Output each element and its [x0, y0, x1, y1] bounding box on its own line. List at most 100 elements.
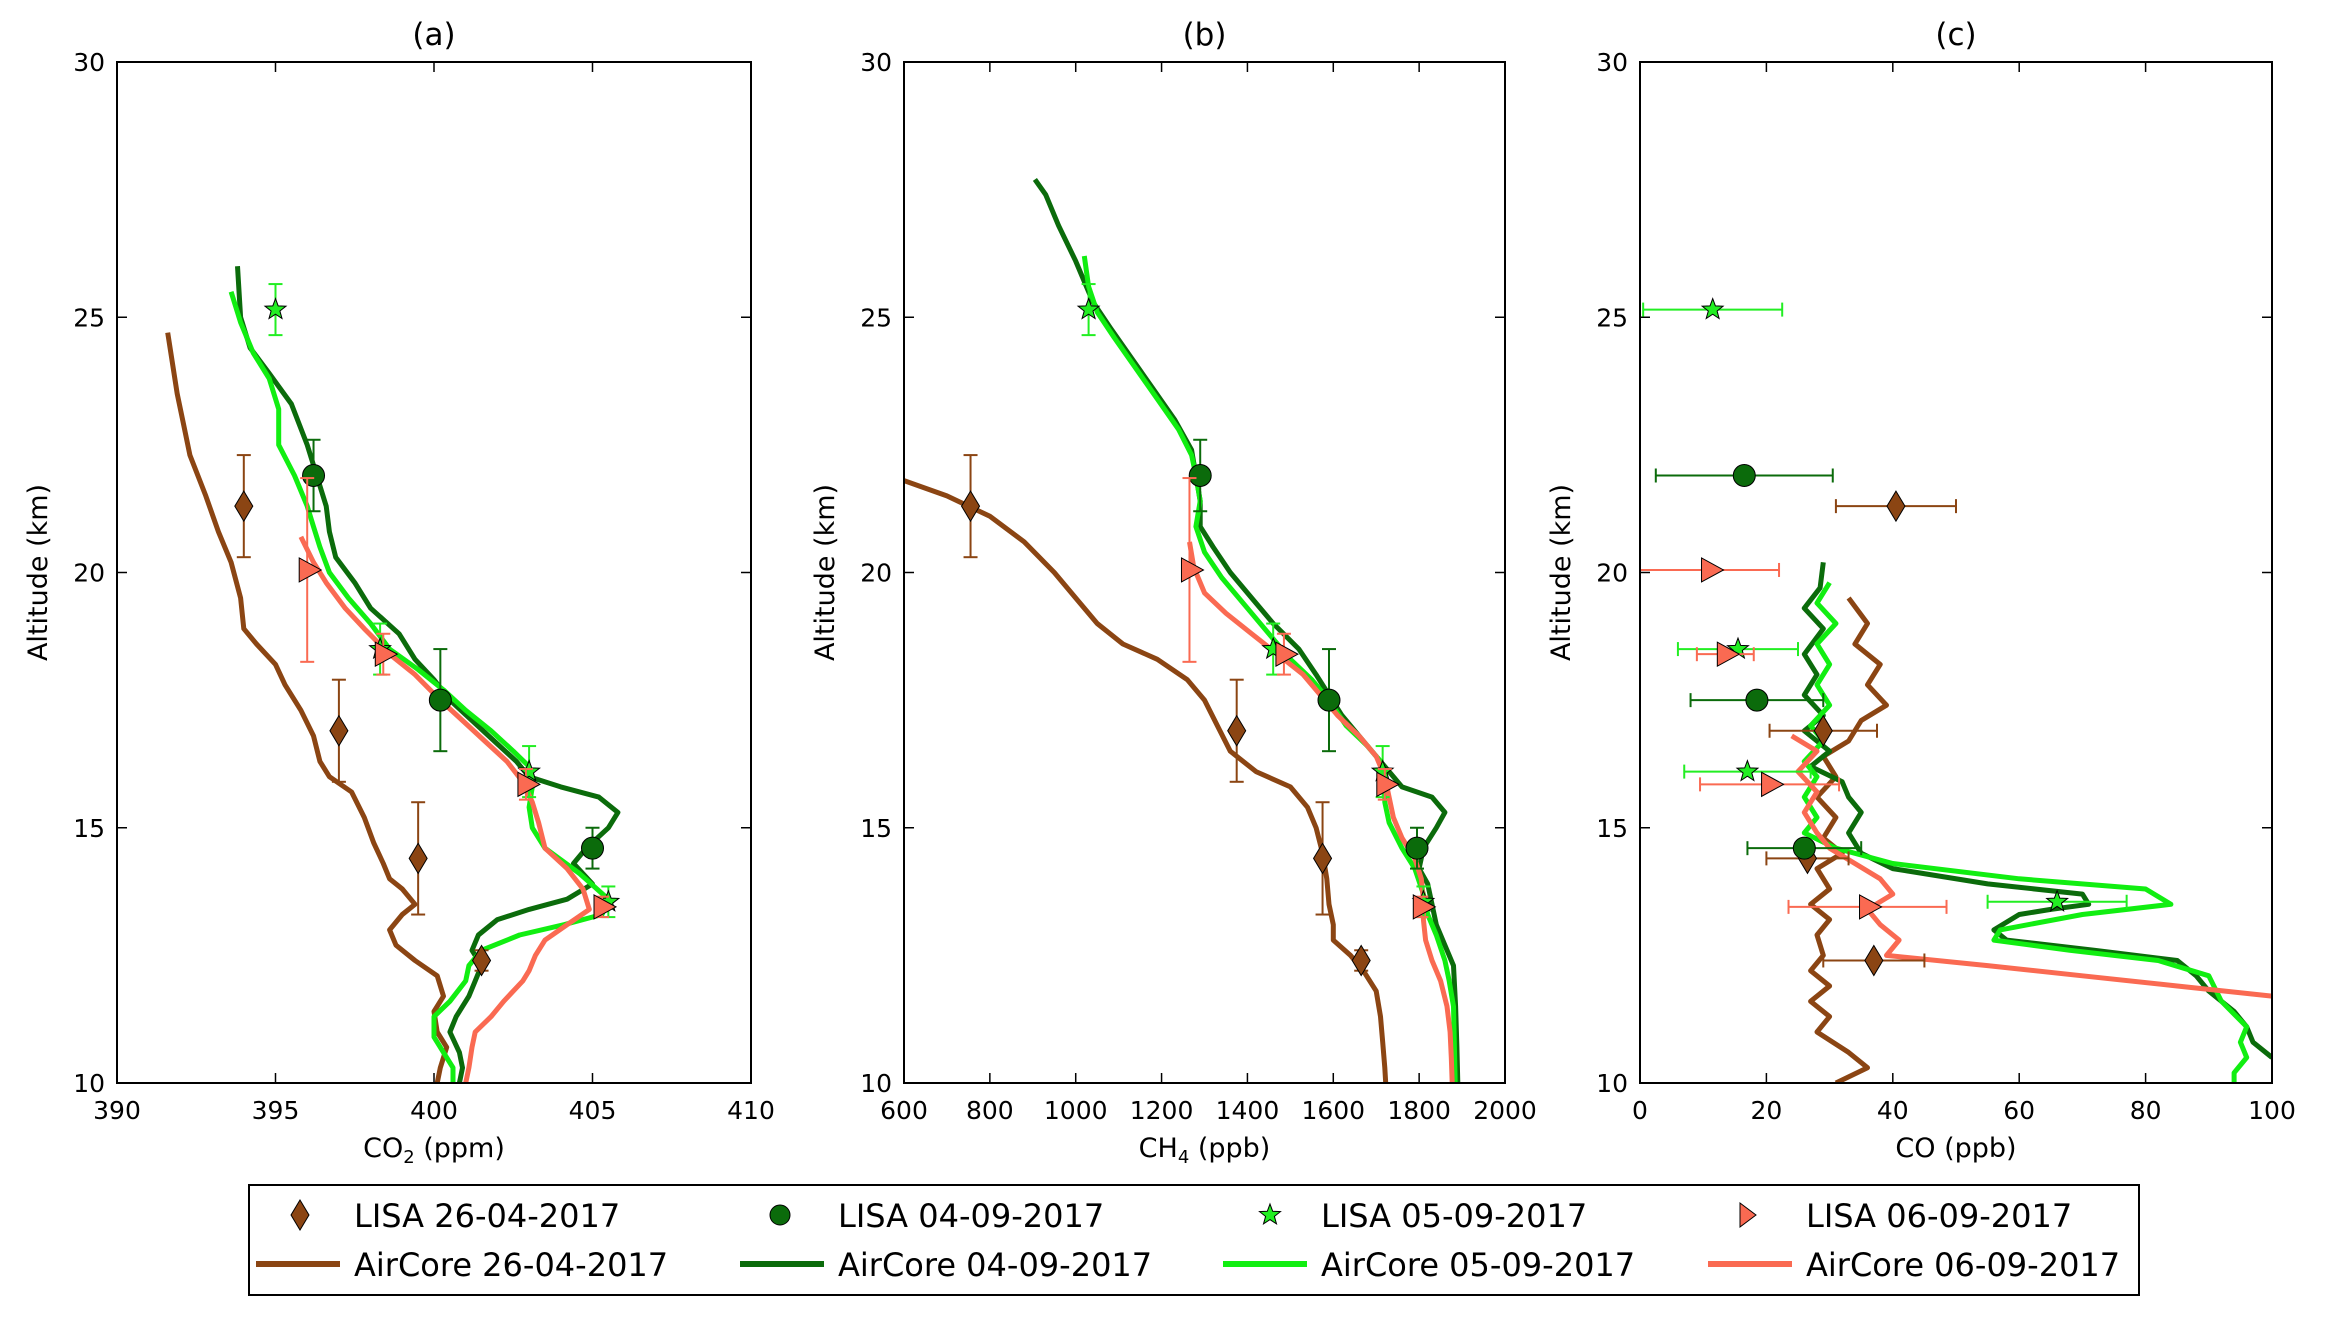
y-tick-label: 30: [1596, 48, 1628, 77]
x-axis-label: CH4 (ppb): [1139, 1133, 1271, 1168]
data-point-lisa-06-09: [1859, 894, 1883, 920]
legend-label-aircore-26-04: AirCore 26-04-2017: [354, 1246, 668, 1284]
x-tick-label: 600: [880, 1096, 928, 1125]
legend-marker-star: [1258, 1202, 1282, 1226]
panel-a: (a) Altitude (km) CO2 (ppm) 390 395 400 405 410…: [23, 17, 775, 1168]
y-tick-label: 15: [1596, 814, 1628, 843]
x-tick-label: 0: [1632, 1096, 1648, 1125]
y-tick-label: 20: [1596, 559, 1628, 588]
y-tick-label: 30: [73, 48, 105, 77]
data-point-lisa-26-04: [408, 842, 428, 875]
plot-area: [1640, 297, 2272, 1083]
x-tick-label: 40: [1877, 1096, 1909, 1125]
y-tick-label: 25: [860, 303, 892, 332]
x-axis-label: CO2 (ppm): [363, 1133, 505, 1168]
data-point-lisa-05-09: [1700, 297, 1725, 320]
data-point-lisa-04-09: [428, 688, 452, 712]
series-line-aircore-26-04: [1808, 596, 1889, 1083]
data-point-lisa-26-04: [1864, 944, 1884, 977]
x-tick-label: 1000: [1044, 1096, 1108, 1125]
data-point-lisa-06-09: [593, 894, 618, 920]
plot-frame: [903, 61, 1506, 1084]
panel-title: (c): [1935, 17, 1976, 53]
y-tick-label: 15: [860, 814, 892, 843]
data-point-lisa-05-09: [263, 297, 288, 320]
x-tick-label: 20: [1750, 1096, 1782, 1125]
series-line-aircore-04-09: [1801, 561, 2272, 1060]
x-tick-label: 60: [2003, 1096, 2035, 1125]
x-tick-label: 410: [727, 1096, 775, 1125]
legend-label-lisa-04-09: LISA 04-09-2017: [838, 1197, 1104, 1235]
data-point-lisa-06-09: [1275, 641, 1299, 668]
legend-entry-aircore-05-09: AirCore 05-09-2017: [1223, 1246, 1635, 1284]
legend-label-aircore-04-09: AirCore 04-09-2017: [838, 1246, 1152, 1284]
data-point-lisa-05-09: [1735, 759, 1760, 782]
y-tick-label: 25: [1596, 303, 1628, 332]
x-tick-label: 100: [2248, 1096, 2296, 1125]
legend-entry-lisa-06-09: LISA 06-09-2017: [1739, 1197, 2072, 1235]
series-line-aircore-04-09: [235, 266, 621, 1083]
x-tick-label: 80: [2130, 1096, 2162, 1125]
series-line-aircore-06-09: [1790, 733, 2272, 999]
y-axis-label: Altitude (km): [810, 484, 841, 661]
plot-frame: [1639, 61, 2273, 1084]
legend-entry-lisa-04-09: LISA 04-09-2017: [769, 1197, 1104, 1235]
data-point-lisa-04-09: [1317, 688, 1341, 712]
legend-label-aircore-05-09: AirCore 05-09-2017: [1321, 1246, 1635, 1284]
legend-marker-triangle: [1739, 1202, 1757, 1228]
legend-entry-lisa-26-04: LISA 26-04-2017: [290, 1197, 620, 1235]
data-point-lisa-05-09: [2045, 889, 2069, 912]
legend-entry-aircore-06-09: AirCore 06-09-2017: [1708, 1246, 2120, 1284]
plot-area: [165, 266, 621, 1083]
y-tick-label: 10: [73, 1069, 105, 1098]
data-point-lisa-26-04: [1886, 490, 1906, 523]
series-line-aircore-05-09: [1801, 581, 2250, 1083]
data-point-lisa-26-04: [1813, 714, 1833, 747]
data-point-lisa-06-09: [1761, 771, 1785, 798]
legend-label-aircore-06-09: AirCore 06-09-2017: [1806, 1246, 2120, 1284]
x-tick-label: 390: [93, 1096, 141, 1125]
y-tick-label: 10: [860, 1069, 892, 1098]
data-point-lisa-04-09: [1792, 836, 1816, 860]
y-tick-label: 30: [860, 48, 892, 77]
series-line-aircore-06-09: [298, 535, 592, 1083]
data-point-lisa-04-09: [1188, 464, 1212, 488]
data-point-lisa-26-04: [329, 714, 349, 747]
data-point-lisa-04-09: [1405, 836, 1429, 860]
data-point-lisa-06-09: [1701, 557, 1725, 583]
data-point-lisa-06-09: [517, 771, 541, 798]
y-tick-label: 20: [73, 559, 105, 588]
x-tick-label: 800: [966, 1096, 1014, 1125]
data-point-lisa-05-09: [1076, 297, 1101, 320]
panel-b: (b) Altitude (km) CH4 (ppb) 600 800 1000 1200 1…: [810, 17, 1537, 1168]
y-axis-label: Altitude (km): [1546, 484, 1577, 661]
data-point-lisa-04-09: [302, 464, 326, 488]
plot-frame: [116, 61, 752, 1084]
x-tick-label: 395: [252, 1096, 300, 1125]
x-tick-label: 1800: [1387, 1096, 1451, 1125]
series-line-aircore-05-09: [228, 290, 611, 1083]
legend-marker-diamond: [290, 1199, 310, 1231]
data-point-lisa-26-04: [234, 490, 254, 523]
data-point-lisa-04-09: [581, 836, 604, 860]
legend-label-lisa-26-04: LISA 26-04-2017: [354, 1197, 620, 1235]
series-line-aircore-26-04: [904, 478, 1389, 1083]
data-point-lisa-26-04: [1351, 944, 1371, 977]
y-tick-label: 15: [73, 814, 105, 843]
data-point-lisa-06-09: [1376, 771, 1400, 798]
panel-title: (a): [412, 17, 455, 53]
panel-c: (c) Altitude (km) CO (ppb) 0 20 40 60 80 100 10 15…: [1546, 17, 2296, 1164]
data-point-lisa-06-09: [374, 641, 399, 668]
data-point-lisa-26-04: [1227, 714, 1247, 747]
series-line-aircore-06-09: [1187, 541, 1455, 1083]
data-point-lisa-26-04: [960, 490, 981, 523]
data-point-lisa-26-04: [1312, 842, 1333, 875]
legend-label-lisa-05-09: LISA 05-09-2017: [1321, 1197, 1587, 1235]
y-tick-label: 20: [860, 559, 892, 588]
series-line-aircore-26-04: [165, 332, 450, 1083]
x-axis-label: CO (ppb): [1895, 1133, 2016, 1164]
legend-label-lisa-06-09: LISA 06-09-2017: [1806, 1197, 2072, 1235]
data-point-lisa-26-04: [471, 944, 492, 977]
x-tick-label: 1600: [1301, 1096, 1365, 1125]
